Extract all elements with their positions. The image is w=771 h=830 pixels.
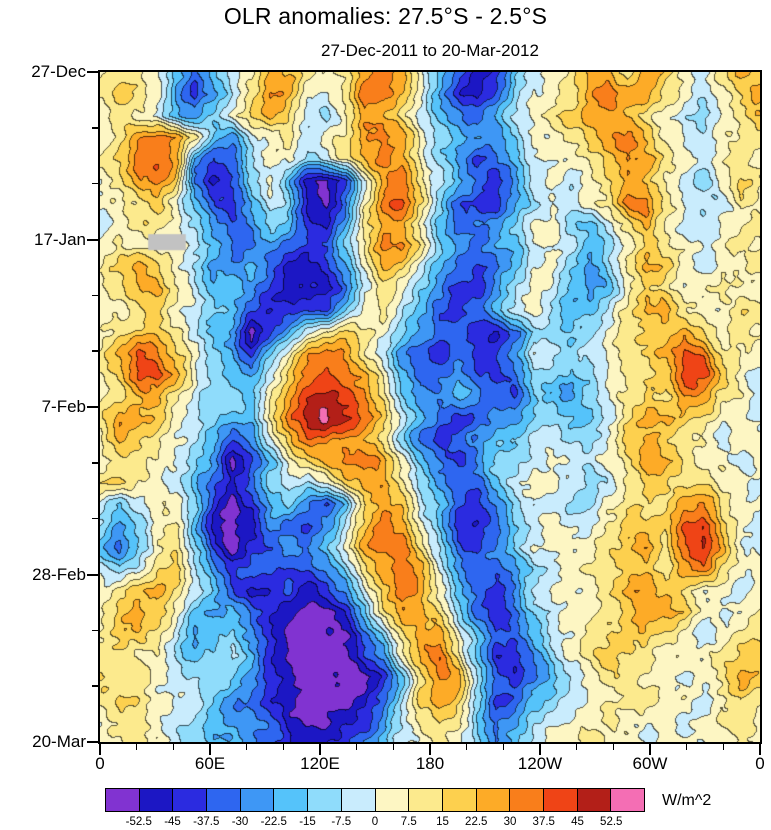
colorbar-tick-label: -7.5 xyxy=(331,816,352,828)
colorbar-cell xyxy=(139,789,174,811)
x-axis-minor-tick xyxy=(172,744,175,750)
colorbar-cell xyxy=(510,789,544,811)
y-axis-minor-tick xyxy=(92,517,98,520)
colorbar-cell xyxy=(611,789,644,811)
colorbar-cell xyxy=(308,789,342,811)
colorbar-tick-label: 15 xyxy=(436,816,449,828)
colorbar-tick-label: 45 xyxy=(571,816,584,828)
y-axis-tick-label: 17-Jan xyxy=(34,229,86,249)
x-axis-tick-label: 60W xyxy=(632,754,668,773)
y-axis-minor-tick xyxy=(92,350,98,352)
x-axis-minor-tick xyxy=(612,744,615,750)
x-axis-minor-tick xyxy=(282,744,285,750)
x-axis-minor-tick xyxy=(392,744,395,750)
y-axis-tick-label: 7-Feb xyxy=(41,397,86,416)
y-axis-tick-label: 27-Dec xyxy=(31,62,86,81)
x-axis-tick-label: 0 xyxy=(755,754,765,773)
y-axis-tick-label: 28-Feb xyxy=(32,564,86,584)
colorbar-cell xyxy=(207,789,241,811)
x-axis-minor-tick xyxy=(135,744,138,750)
colorbar-tick-label: -45 xyxy=(164,816,181,828)
x-axis-minor-tick xyxy=(575,744,578,750)
x-axis-minor-tick xyxy=(465,744,468,750)
colorbar-cell xyxy=(375,789,410,811)
y-axis-minor-tick xyxy=(92,127,98,129)
x-axis-major-tick xyxy=(319,744,321,755)
x-axis-minor-tick xyxy=(502,744,505,750)
colorbar-tick-label: -52.5 xyxy=(125,816,152,828)
colorbar-cell xyxy=(173,789,208,811)
colorbar-tick-label: 7.5 xyxy=(400,816,417,828)
colorbar-cell xyxy=(476,789,511,811)
x-axis-minor-tick xyxy=(355,744,358,750)
y-axis-major-tick xyxy=(87,238,98,241)
colorbar-tick-label: 0 xyxy=(371,816,379,828)
x-axis-tick-label: 180 xyxy=(415,754,445,773)
x-axis-tick-label: 120W xyxy=(517,754,563,773)
colorbar-unit-label: W/m^2 xyxy=(662,792,712,809)
colorbar-cell xyxy=(274,789,309,811)
colorbar-tick-label: 37.5 xyxy=(532,816,555,828)
y-axis-minor-tick xyxy=(92,629,98,632)
x-axis-tick-label: 120E xyxy=(300,754,340,773)
x-axis-major-tick xyxy=(429,744,431,755)
colorbar-tick-label: -15 xyxy=(299,816,316,828)
x-axis-minor-tick xyxy=(722,744,725,750)
colorbar xyxy=(105,788,645,812)
y-axis-major-tick xyxy=(87,406,98,408)
x-axis-major-tick xyxy=(209,744,211,755)
y-axis-major-tick xyxy=(87,741,98,743)
chart-subtitle: 27-Dec-2011 to 20-Mar-2012 xyxy=(321,41,539,60)
colorbar-tick-label: 52.5 xyxy=(600,816,623,828)
colorbar-cell xyxy=(543,789,578,811)
colorbar-tick-label: -37.5 xyxy=(193,816,220,828)
x-axis-major-tick xyxy=(99,744,101,755)
colorbar-cell xyxy=(409,789,443,811)
heatmap-canvas xyxy=(100,72,760,742)
x-axis-minor-tick xyxy=(245,744,248,750)
x-axis-major-tick xyxy=(759,744,761,755)
colorbar-cell xyxy=(577,789,612,811)
chart-title: OLR anomalies: 27.5°S - 2.5°S xyxy=(223,3,548,29)
colorbar-tick-label: 30 xyxy=(503,816,517,828)
y-axis-minor-tick xyxy=(92,685,98,687)
colorbar-cell xyxy=(240,789,275,811)
y-axis-tick-label: 20-Mar xyxy=(32,732,86,751)
x-axis-minor-tick xyxy=(685,744,688,750)
colorbar-cell xyxy=(106,789,140,811)
x-axis-tick-label: 0 xyxy=(95,754,105,773)
x-axis-tick-label: 60E xyxy=(194,754,226,773)
x-axis-major-tick xyxy=(649,744,651,755)
colorbar-tick-label: 22.5 xyxy=(465,816,488,828)
y-axis-minor-tick xyxy=(92,462,98,464)
x-axis-major-tick xyxy=(539,744,541,755)
y-axis-minor-tick xyxy=(92,182,98,185)
y-axis-major-tick xyxy=(87,573,98,576)
colorbar-tick-label: -30 xyxy=(231,816,249,828)
y-axis-minor-tick xyxy=(92,294,98,297)
colorbar-cell xyxy=(442,789,477,811)
colorbar-cell xyxy=(341,789,376,811)
colorbar-tick-label: -22.5 xyxy=(260,816,287,828)
y-axis-major-tick xyxy=(87,71,98,73)
